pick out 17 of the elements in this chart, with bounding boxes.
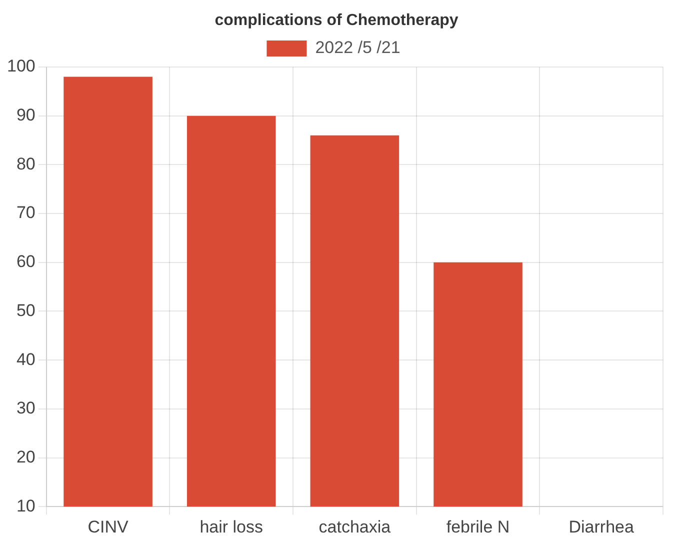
x-tick-label: catchaxia — [318, 517, 392, 536]
y-tick-label: 40 — [16, 350, 36, 369]
y-tick-label: 100 — [6, 56, 36, 76]
x-tick-label: hair loss — [200, 517, 264, 536]
y-tick-label: 70 — [16, 203, 36, 222]
y-tick-label: 30 — [16, 398, 36, 418]
y-tick-label: 60 — [16, 252, 36, 272]
y-tick-label: 50 — [16, 300, 36, 320]
x-tick-label: febrile N — [446, 517, 510, 536]
y-tick-label: 10 — [16, 496, 36, 516]
y-tick-label: 90 — [16, 106, 36, 125]
x-tick-label: CINV — [88, 517, 129, 536]
y-tick-label: 80 — [16, 154, 36, 174]
y-tick-label: 20 — [16, 447, 36, 466]
x-tick-label: Diarrhea — [568, 517, 634, 536]
legend-label: 2022 /5 /21 — [315, 38, 400, 58]
chart-title: complications of Chemotherapy — [214, 12, 460, 30]
